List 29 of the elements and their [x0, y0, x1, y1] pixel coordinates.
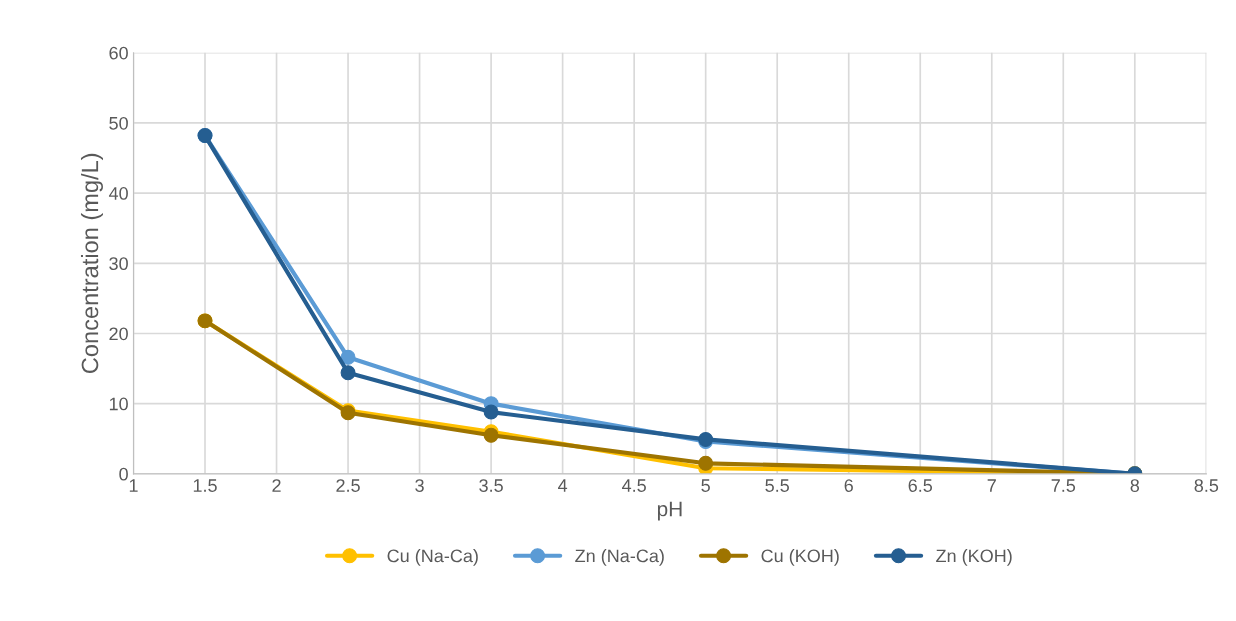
x-tick-label: 6.5 — [908, 479, 933, 492]
y-tick-label: 40 — [108, 187, 128, 200]
x-tick-label: 6 — [844, 479, 853, 492]
x-tick-label: 8.5 — [1194, 479, 1219, 492]
x-tick-label: 8 — [1130, 479, 1140, 492]
y-tick-label: 20 — [109, 327, 128, 341]
y-tick-label: 30 — [109, 257, 128, 271]
legend-label: Zn (KOH) — [936, 549, 1012, 566]
x-tick-label: 1 — [129, 479, 138, 492]
x-tick-label: 5.5 — [765, 479, 789, 492]
x-tick-label: 7 — [987, 479, 996, 492]
x-tick-label: 2 — [272, 479, 281, 492]
x-tick-label: 7.5 — [1051, 479, 1076, 492]
y-tick-label: 10 — [109, 397, 128, 411]
y-tick-label: 0 — [119, 467, 128, 481]
x-tick-label: 2.5 — [336, 479, 360, 492]
y-axis-title: Concentration (mg/L) — [80, 153, 103, 373]
legend-label: Cu (Na-Ca) — [387, 549, 478, 566]
x-tick-label: 3.5 — [479, 479, 503, 492]
legend-label: Cu (KOH) — [761, 549, 839, 566]
legend-label: Zn (Na-Ca) — [575, 549, 664, 566]
x-tick-label: 5 — [701, 479, 710, 492]
x-tick-label: 4.5 — [622, 479, 646, 492]
x-tick-label: 3 — [415, 479, 424, 492]
y-tick-label: 50 — [109, 116, 128, 130]
y-tick-label: 60 — [109, 46, 128, 60]
x-axis-title: pH — [657, 501, 682, 521]
x-tick-label: 1.5 — [193, 479, 217, 492]
x-tick-label: 4 — [558, 479, 568, 492]
